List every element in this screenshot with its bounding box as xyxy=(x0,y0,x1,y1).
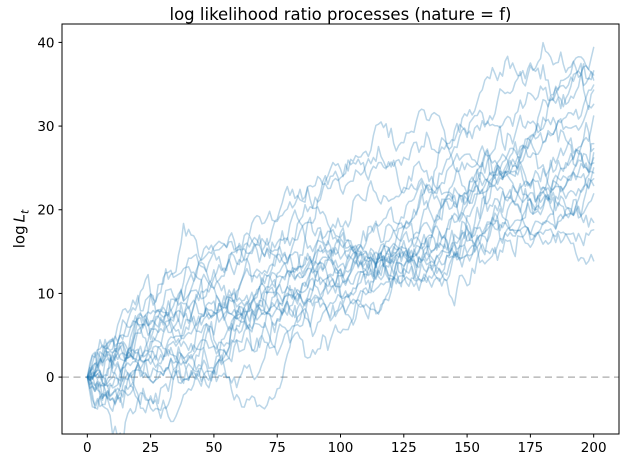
y-tick-label: 0 xyxy=(46,370,55,386)
llr-path-15 xyxy=(86,153,595,389)
llr-path-1 xyxy=(86,55,595,382)
llr-path-3 xyxy=(86,65,595,378)
x-tick-label: 75 xyxy=(269,440,286,456)
x-tick-label: 0 xyxy=(83,440,92,456)
llr-path-8 xyxy=(86,142,595,389)
x-tick-label: 150 xyxy=(454,440,480,456)
llr-path-10 xyxy=(86,152,595,387)
y-tick-label: 20 xyxy=(37,203,54,219)
y-tick-label: 40 xyxy=(37,35,54,51)
llr-path-19 xyxy=(86,208,595,434)
y-tick-label: 10 xyxy=(37,286,54,302)
x-tick-label: 125 xyxy=(391,440,417,456)
llr-path-4 xyxy=(86,84,595,410)
llr-path-5 xyxy=(86,62,595,380)
chart-title: log likelihood ratio processes (nature =… xyxy=(169,5,512,24)
x-tick-label: 100 xyxy=(328,440,354,456)
x-tick-label: 25 xyxy=(142,440,159,456)
llr-path-7 xyxy=(86,115,595,408)
llr-path-14 xyxy=(86,162,595,378)
llr-path-6 xyxy=(86,103,595,423)
llr-path-9 xyxy=(86,122,595,388)
llr-path-16 xyxy=(86,180,595,402)
llr-path-20 xyxy=(86,216,595,412)
llr-path-0 xyxy=(86,46,595,410)
llr-path-18 xyxy=(86,186,595,378)
series-group xyxy=(86,41,595,434)
llr-path-13 xyxy=(86,167,595,381)
llr-path-12 xyxy=(86,137,595,378)
llr-path-2 xyxy=(86,41,595,406)
y-tick-label: 30 xyxy=(37,119,54,135)
x-tick-label: 175 xyxy=(517,440,543,456)
llr-path-17 xyxy=(86,186,595,400)
llr-path-11 xyxy=(86,116,595,381)
x-tick-label: 50 xyxy=(205,440,222,456)
x-tick-label: 200 xyxy=(581,440,607,456)
